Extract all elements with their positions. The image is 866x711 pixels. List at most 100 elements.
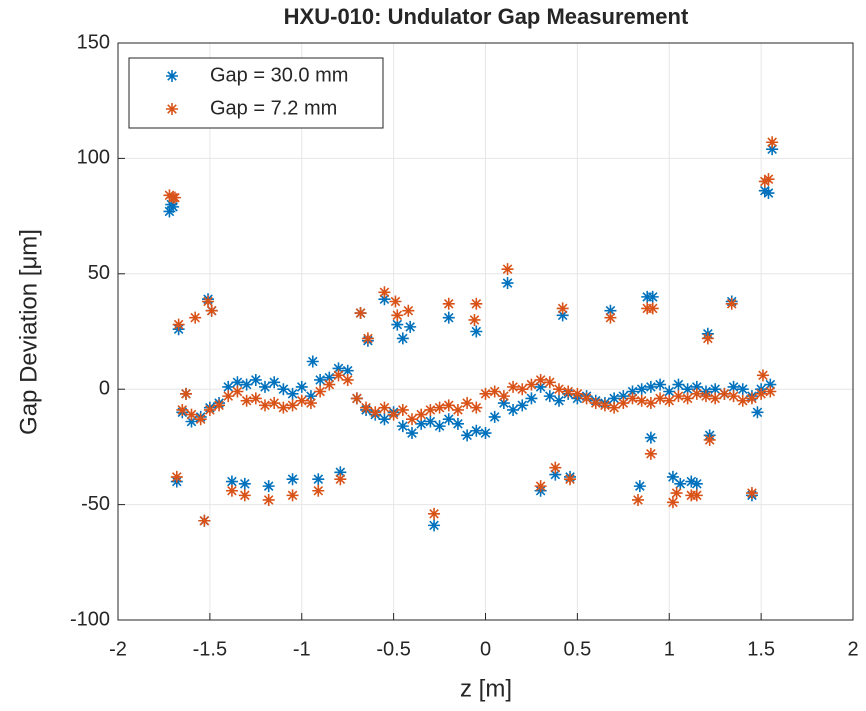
x-tick-label: 0.5 [563, 638, 591, 660]
point [525, 378, 538, 391]
point [635, 383, 648, 396]
point [646, 302, 659, 315]
point [617, 390, 630, 403]
point [690, 387, 703, 400]
x-tick-label: -1 [293, 638, 311, 660]
point [312, 473, 325, 486]
point [406, 413, 418, 426]
point [470, 401, 483, 414]
point [240, 378, 253, 391]
y-tick-label: -50 [81, 493, 110, 515]
point [262, 480, 275, 493]
point [167, 200, 180, 213]
point [332, 369, 345, 382]
point [231, 376, 244, 389]
point [295, 394, 308, 407]
point [745, 487, 758, 500]
point [690, 477, 703, 490]
point [424, 415, 437, 428]
point [332, 362, 345, 375]
point [468, 313, 481, 326]
point [700, 390, 712, 403]
x-tick-label: 0 [480, 638, 491, 660]
point [672, 390, 685, 403]
point [685, 475, 698, 488]
point [507, 403, 520, 416]
point [670, 487, 683, 500]
legend-marker [166, 103, 178, 115]
point [238, 489, 251, 502]
point [571, 387, 584, 400]
point [553, 394, 565, 407]
point [488, 410, 501, 423]
point [525, 392, 538, 405]
point [674, 477, 687, 490]
point [295, 380, 308, 393]
x-tick-label: 2 [847, 638, 858, 660]
point [644, 380, 657, 393]
point [286, 473, 299, 486]
point [415, 417, 428, 430]
legend-label: Gap = 7.2 mm [210, 97, 337, 119]
point [598, 399, 611, 412]
legend-box [128, 57, 384, 129]
point [758, 175, 771, 188]
point [501, 263, 514, 276]
point [690, 380, 703, 393]
point [497, 397, 510, 410]
point [378, 401, 391, 414]
point [709, 383, 722, 396]
point [479, 387, 492, 400]
point [442, 399, 455, 412]
point [378, 293, 391, 306]
point [725, 297, 738, 310]
point [396, 420, 409, 433]
x-tick-label: -1.5 [193, 638, 227, 660]
point [633, 480, 646, 493]
point [608, 392, 621, 405]
point [268, 397, 281, 410]
point [360, 401, 373, 414]
point [203, 403, 216, 416]
point [404, 320, 417, 333]
point [451, 417, 464, 430]
point [751, 406, 764, 419]
point [249, 373, 262, 386]
point [666, 470, 679, 483]
point [543, 390, 556, 403]
point [334, 466, 347, 479]
point [202, 295, 215, 308]
point [396, 403, 409, 416]
point [406, 427, 418, 440]
point [543, 376, 556, 389]
point [690, 489, 703, 502]
point [516, 399, 529, 412]
point [507, 380, 520, 393]
point [451, 403, 464, 416]
point [470, 297, 483, 310]
point [589, 397, 602, 410]
point [718, 387, 731, 400]
point [304, 390, 317, 403]
point [654, 378, 667, 391]
point [762, 173, 775, 186]
point [681, 383, 694, 396]
point [442, 311, 455, 324]
point [387, 408, 400, 421]
point [198, 514, 211, 527]
point [205, 304, 218, 317]
point [534, 480, 547, 493]
point [341, 364, 354, 377]
point [766, 143, 779, 156]
point [240, 394, 253, 407]
point [745, 392, 758, 405]
x-tick-label: 1.5 [747, 638, 775, 660]
point [369, 406, 382, 419]
point [516, 383, 529, 396]
point [396, 332, 409, 345]
point [764, 378, 777, 391]
point [442, 297, 455, 310]
point [179, 387, 192, 400]
point [225, 484, 238, 497]
point [277, 401, 290, 414]
